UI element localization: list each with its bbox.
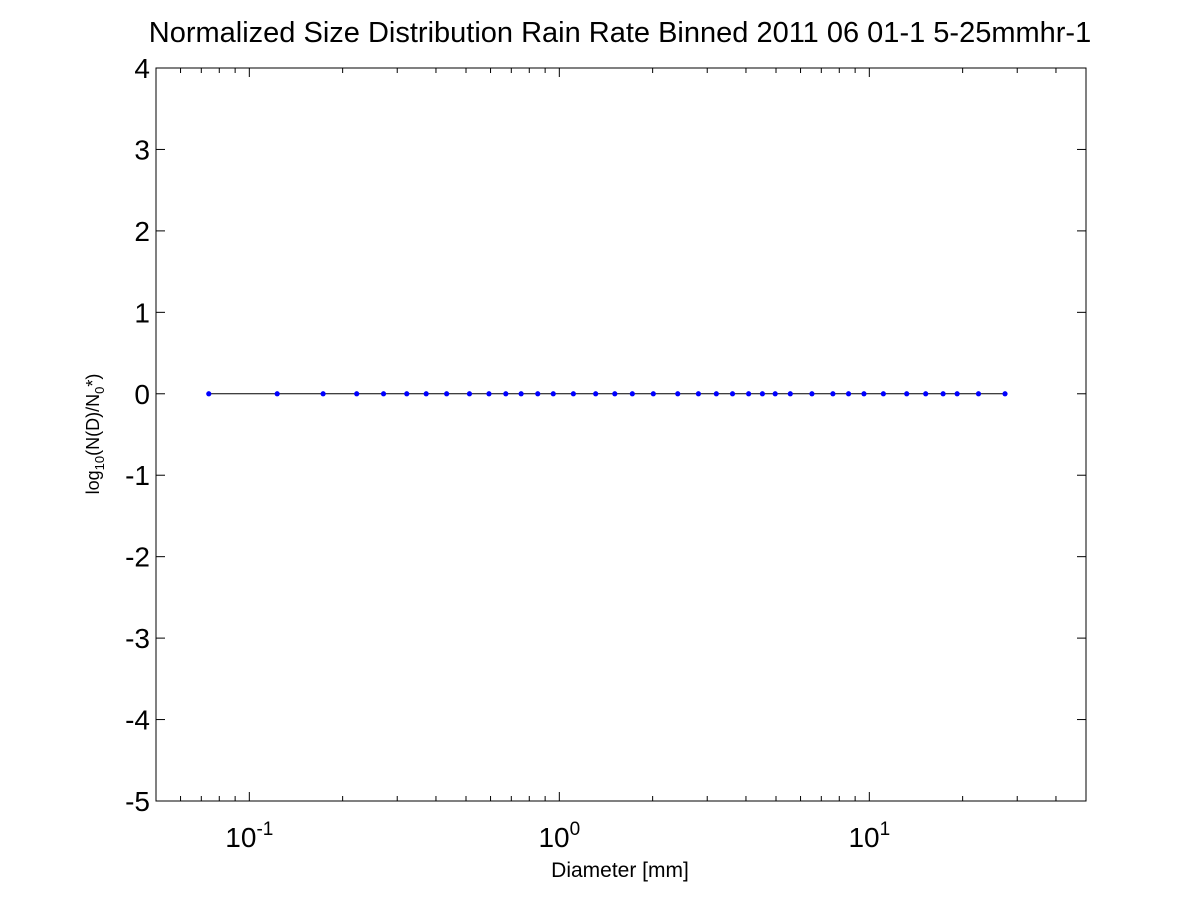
data-point [675, 391, 681, 397]
y-tick-label: -2 [125, 542, 150, 573]
data-point [787, 391, 793, 397]
data-point [518, 391, 524, 397]
data-point [845, 391, 852, 397]
y-axis-label: log10(N(D)/N0*) [83, 374, 107, 495]
y-tick-label: 1 [134, 297, 150, 328]
data-point [274, 391, 280, 397]
data-point [593, 391, 599, 397]
y-tick-label: 2 [134, 216, 150, 247]
data-point [423, 391, 429, 397]
data-point [320, 391, 326, 397]
data-point [466, 391, 473, 397]
data-point [503, 391, 509, 397]
data-point [1002, 391, 1008, 397]
data-point [612, 391, 618, 397]
data-point [550, 391, 556, 397]
data-point [975, 391, 982, 397]
x-axis-label: Diameter [mm] [551, 859, 689, 882]
y-tick-label: 0 [134, 379, 150, 410]
data-point [713, 391, 719, 397]
y-tick-label: 4 [134, 53, 150, 84]
data-point [629, 391, 635, 397]
data-point [354, 391, 360, 397]
y-tick-label: -4 [125, 705, 150, 736]
data-point [904, 391, 910, 397]
data-point [759, 391, 766, 397]
y-tick-label: -1 [125, 460, 150, 491]
y-tick-label: -3 [125, 623, 150, 654]
data-point [861, 391, 867, 397]
data-point [729, 391, 736, 397]
x-tick-label: 10-1 [225, 819, 273, 853]
data-point [404, 391, 410, 397]
chart-title: Normalized Size Distribution Rain Rate B… [149, 17, 1091, 49]
y-tick-label: -5 [125, 786, 150, 817]
data-point [923, 391, 929, 397]
data-point [535, 391, 541, 397]
data-point [746, 391, 752, 397]
plot-frame [155, 67, 1087, 802]
data-point [486, 391, 492, 397]
data-point [954, 391, 960, 397]
data-point [444, 391, 450, 397]
data-point [830, 391, 836, 397]
data-point [772, 391, 778, 397]
data-point [695, 391, 702, 397]
data-point [809, 391, 815, 397]
data-point [380, 391, 387, 397]
x-tick-label: 100 [538, 819, 580, 853]
data-point [570, 391, 576, 397]
axis-ticks [155, 67, 1087, 802]
data-point [940, 391, 946, 397]
y-tick-label: 3 [134, 134, 150, 165]
x-tick-label: 101 [848, 819, 890, 853]
data-point [206, 391, 212, 397]
data-point [880, 391, 886, 397]
data-point [650, 391, 656, 397]
data-series [206, 391, 1008, 397]
